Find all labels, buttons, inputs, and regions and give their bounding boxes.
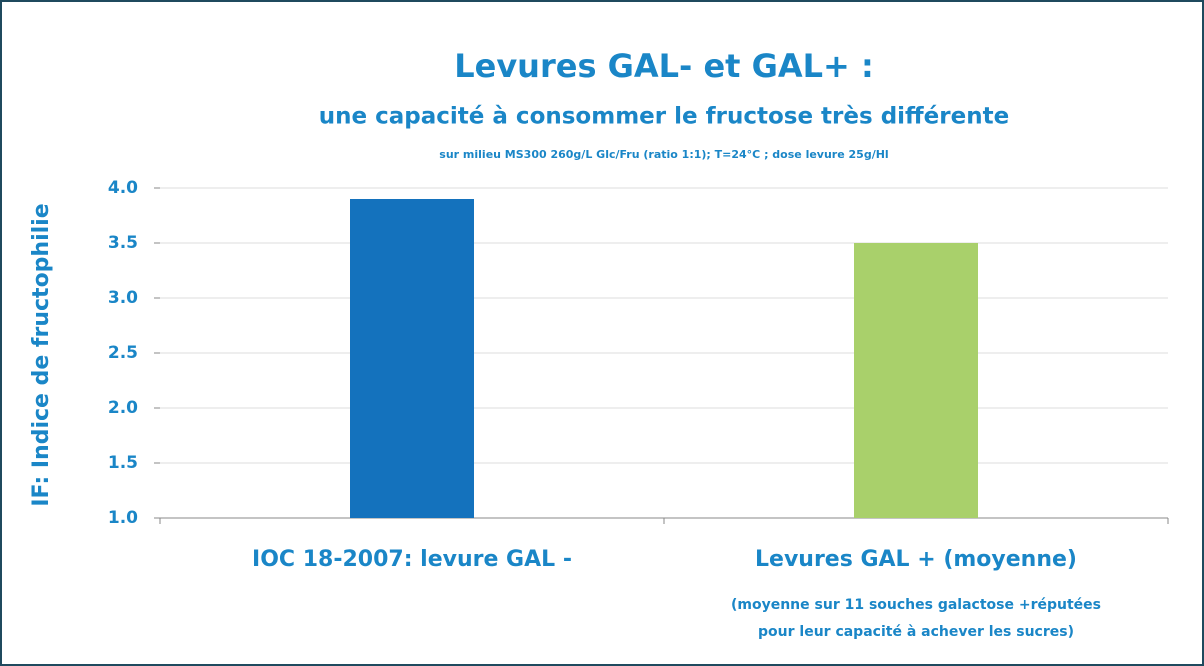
y-tick-label: 1.5 <box>108 453 138 473</box>
bar <box>350 199 474 518</box>
y-tick-label: 1.0 <box>108 508 138 528</box>
y-tick-label: 2.5 <box>108 343 138 363</box>
x-tick-label: Levures GAL + (moyenne) <box>755 547 1077 572</box>
y-tick-label: 2.0 <box>108 398 138 418</box>
chart-subtitle: une capacité à consommer le fructose trè… <box>319 104 1009 130</box>
bar <box>854 243 978 518</box>
y-axis-label: IF: Indice de fructophilie <box>29 203 54 506</box>
y-tick-label: 3.0 <box>108 288 138 308</box>
chart-note: sur milieu MS300 260g/L Glc/Fru (ratio 1… <box>439 148 888 161</box>
chart-title: Levures GAL- et GAL+ : <box>454 47 874 85</box>
y-tick-label: 3.5 <box>108 233 138 253</box>
annotation: pour leur capacité à achever les sucres) <box>758 624 1074 640</box>
annotation: (moyenne sur 11 souches galactose +réput… <box>731 597 1101 613</box>
x-tick-label: IOC 18-2007: levure GAL - <box>252 547 572 572</box>
y-tick-label: 4.0 <box>108 178 138 198</box>
